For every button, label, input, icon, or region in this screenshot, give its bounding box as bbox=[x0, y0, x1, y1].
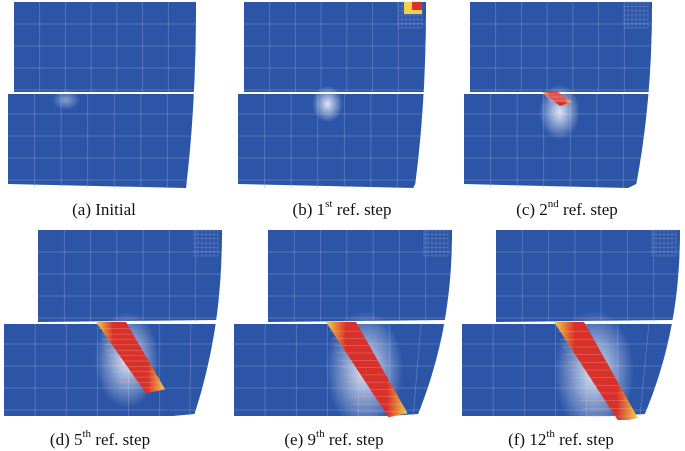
lower-block bbox=[238, 94, 424, 188]
upper-block bbox=[496, 230, 680, 322]
upper-block bbox=[38, 230, 222, 322]
mesh-lines bbox=[462, 230, 680, 417]
crack-mesh bbox=[557, 331, 637, 417]
refined-mesh bbox=[651, 229, 677, 257]
crack-band bbox=[96, 322, 165, 394]
caption-c: (c) 2nd ref. step bbox=[516, 198, 618, 219]
caption-f: (f) 12th ref. step bbox=[508, 428, 614, 449]
mesh-lines bbox=[238, 2, 426, 188]
crack-band bbox=[554, 322, 638, 420]
caption-d: (d) 5th ref. step bbox=[49, 428, 151, 449]
caption-b: (b) 1st ref. step bbox=[292, 198, 392, 219]
crack-mesh bbox=[98, 328, 165, 389]
mesh-plot-d bbox=[4, 229, 222, 417]
panel-e-plot bbox=[234, 228, 460, 420]
stress-hotspot-core bbox=[411, 2, 422, 10]
upper-block bbox=[14, 2, 196, 92]
mesh-plot-b bbox=[238, 1, 426, 188]
panel-f-plot bbox=[462, 228, 685, 420]
lower-block bbox=[8, 94, 194, 188]
mesh-plot-f bbox=[462, 229, 680, 420]
caption-e: (e) 9th ref. step bbox=[284, 428, 384, 449]
refined-mesh bbox=[423, 229, 449, 257]
panel-c-plot bbox=[462, 0, 658, 192]
upper-block bbox=[244, 2, 426, 92]
lower-block bbox=[464, 94, 649, 188]
damage-halo bbox=[539, 84, 580, 140]
upper-block bbox=[470, 2, 652, 92]
refined-mesh bbox=[193, 229, 219, 257]
crack-mesh bbox=[542, 92, 572, 103]
mesh-lines bbox=[8, 2, 196, 188]
mesh-plot-e bbox=[234, 229, 452, 420]
panel-b-plot bbox=[236, 0, 432, 192]
crack-mesh bbox=[329, 330, 407, 412]
damage-halo bbox=[52, 90, 80, 110]
damage-halo bbox=[312, 85, 343, 123]
refined-mesh bbox=[623, 1, 649, 29]
caption-a: (a) Initial bbox=[72, 200, 136, 219]
panel-a-plot bbox=[6, 0, 202, 192]
mesh-plot-c bbox=[464, 1, 652, 188]
upper-block bbox=[268, 230, 452, 322]
panel-d-plot bbox=[4, 228, 230, 420]
mesh-plot-a bbox=[8, 2, 196, 188]
